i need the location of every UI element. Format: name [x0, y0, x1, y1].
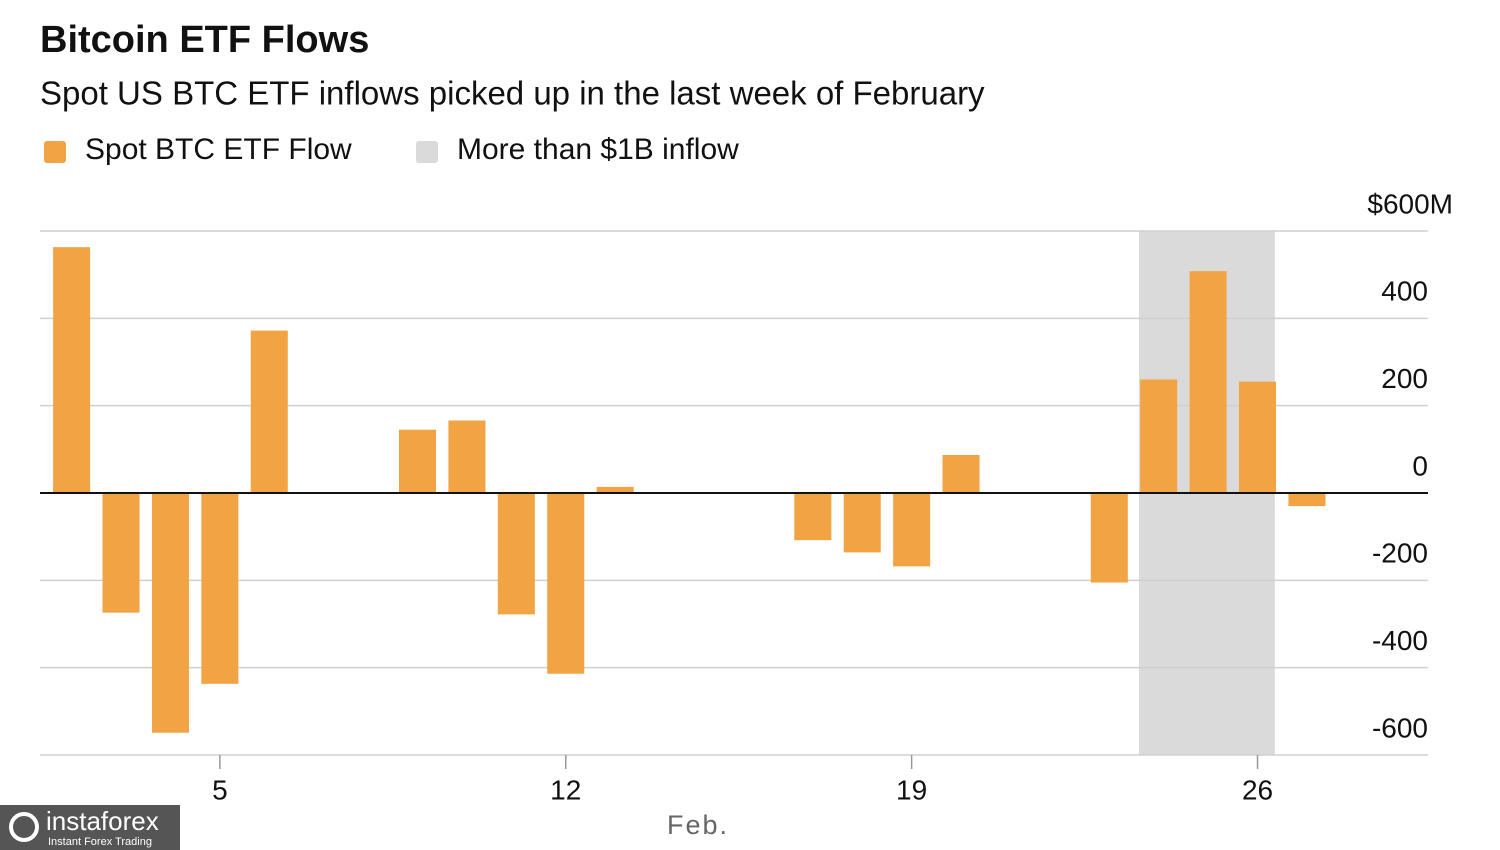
- watermark-icon: [9, 812, 39, 842]
- bar: [497, 493, 535, 615]
- x-tick-label: 5: [212, 774, 228, 805]
- bar: [843, 493, 881, 553]
- x-tick-label: 26: [1242, 774, 1273, 805]
- bar: [53, 247, 91, 493]
- x-tick-label: 19: [896, 774, 927, 805]
- x-axis-label: Feb.: [667, 810, 729, 840]
- watermark: instaforex Instant Forex Trading: [0, 805, 180, 850]
- chart-title: Bitcoin ETF Flows: [40, 19, 369, 61]
- bar: [794, 493, 832, 541]
- legend-swatch: [44, 141, 66, 163]
- legend-swatch: [416, 141, 438, 163]
- bar: [1140, 379, 1178, 493]
- bar: [1288, 493, 1326, 507]
- bar: [250, 330, 288, 493]
- legend-label: Spot BTC ETF Flow: [85, 133, 352, 166]
- y-tick-label: -400: [1372, 625, 1428, 656]
- bar: [448, 420, 486, 493]
- y-tick-label: 400: [1381, 276, 1428, 307]
- y-tick-label: 0: [1412, 450, 1428, 481]
- bar: [1090, 493, 1128, 583]
- y-tick-label: 200: [1381, 363, 1428, 394]
- watermark-tagline: Instant Forex Trading: [48, 836, 152, 848]
- y-tick-label: -200: [1372, 538, 1428, 569]
- bar: [1189, 271, 1227, 493]
- y-tick-label: -600: [1372, 712, 1428, 743]
- bar: [942, 455, 980, 493]
- bar: [102, 493, 140, 613]
- bar: [547, 493, 585, 674]
- watermark-box: [0, 805, 180, 850]
- bar: [893, 493, 931, 567]
- watermark-brand: instaforex: [46, 806, 159, 836]
- bar: [151, 493, 189, 733]
- bar: [596, 486, 634, 493]
- bar: [398, 429, 437, 493]
- bar: [201, 493, 239, 684]
- x-tick-label: 12: [550, 774, 581, 805]
- y-tick-label: $600M: [1367, 188, 1453, 219]
- legend-label: More than $1B inflow: [457, 133, 739, 166]
- chart-subtitle: Spot US BTC ETF inflows picked up in the…: [40, 75, 985, 112]
- bar: [1238, 381, 1277, 493]
